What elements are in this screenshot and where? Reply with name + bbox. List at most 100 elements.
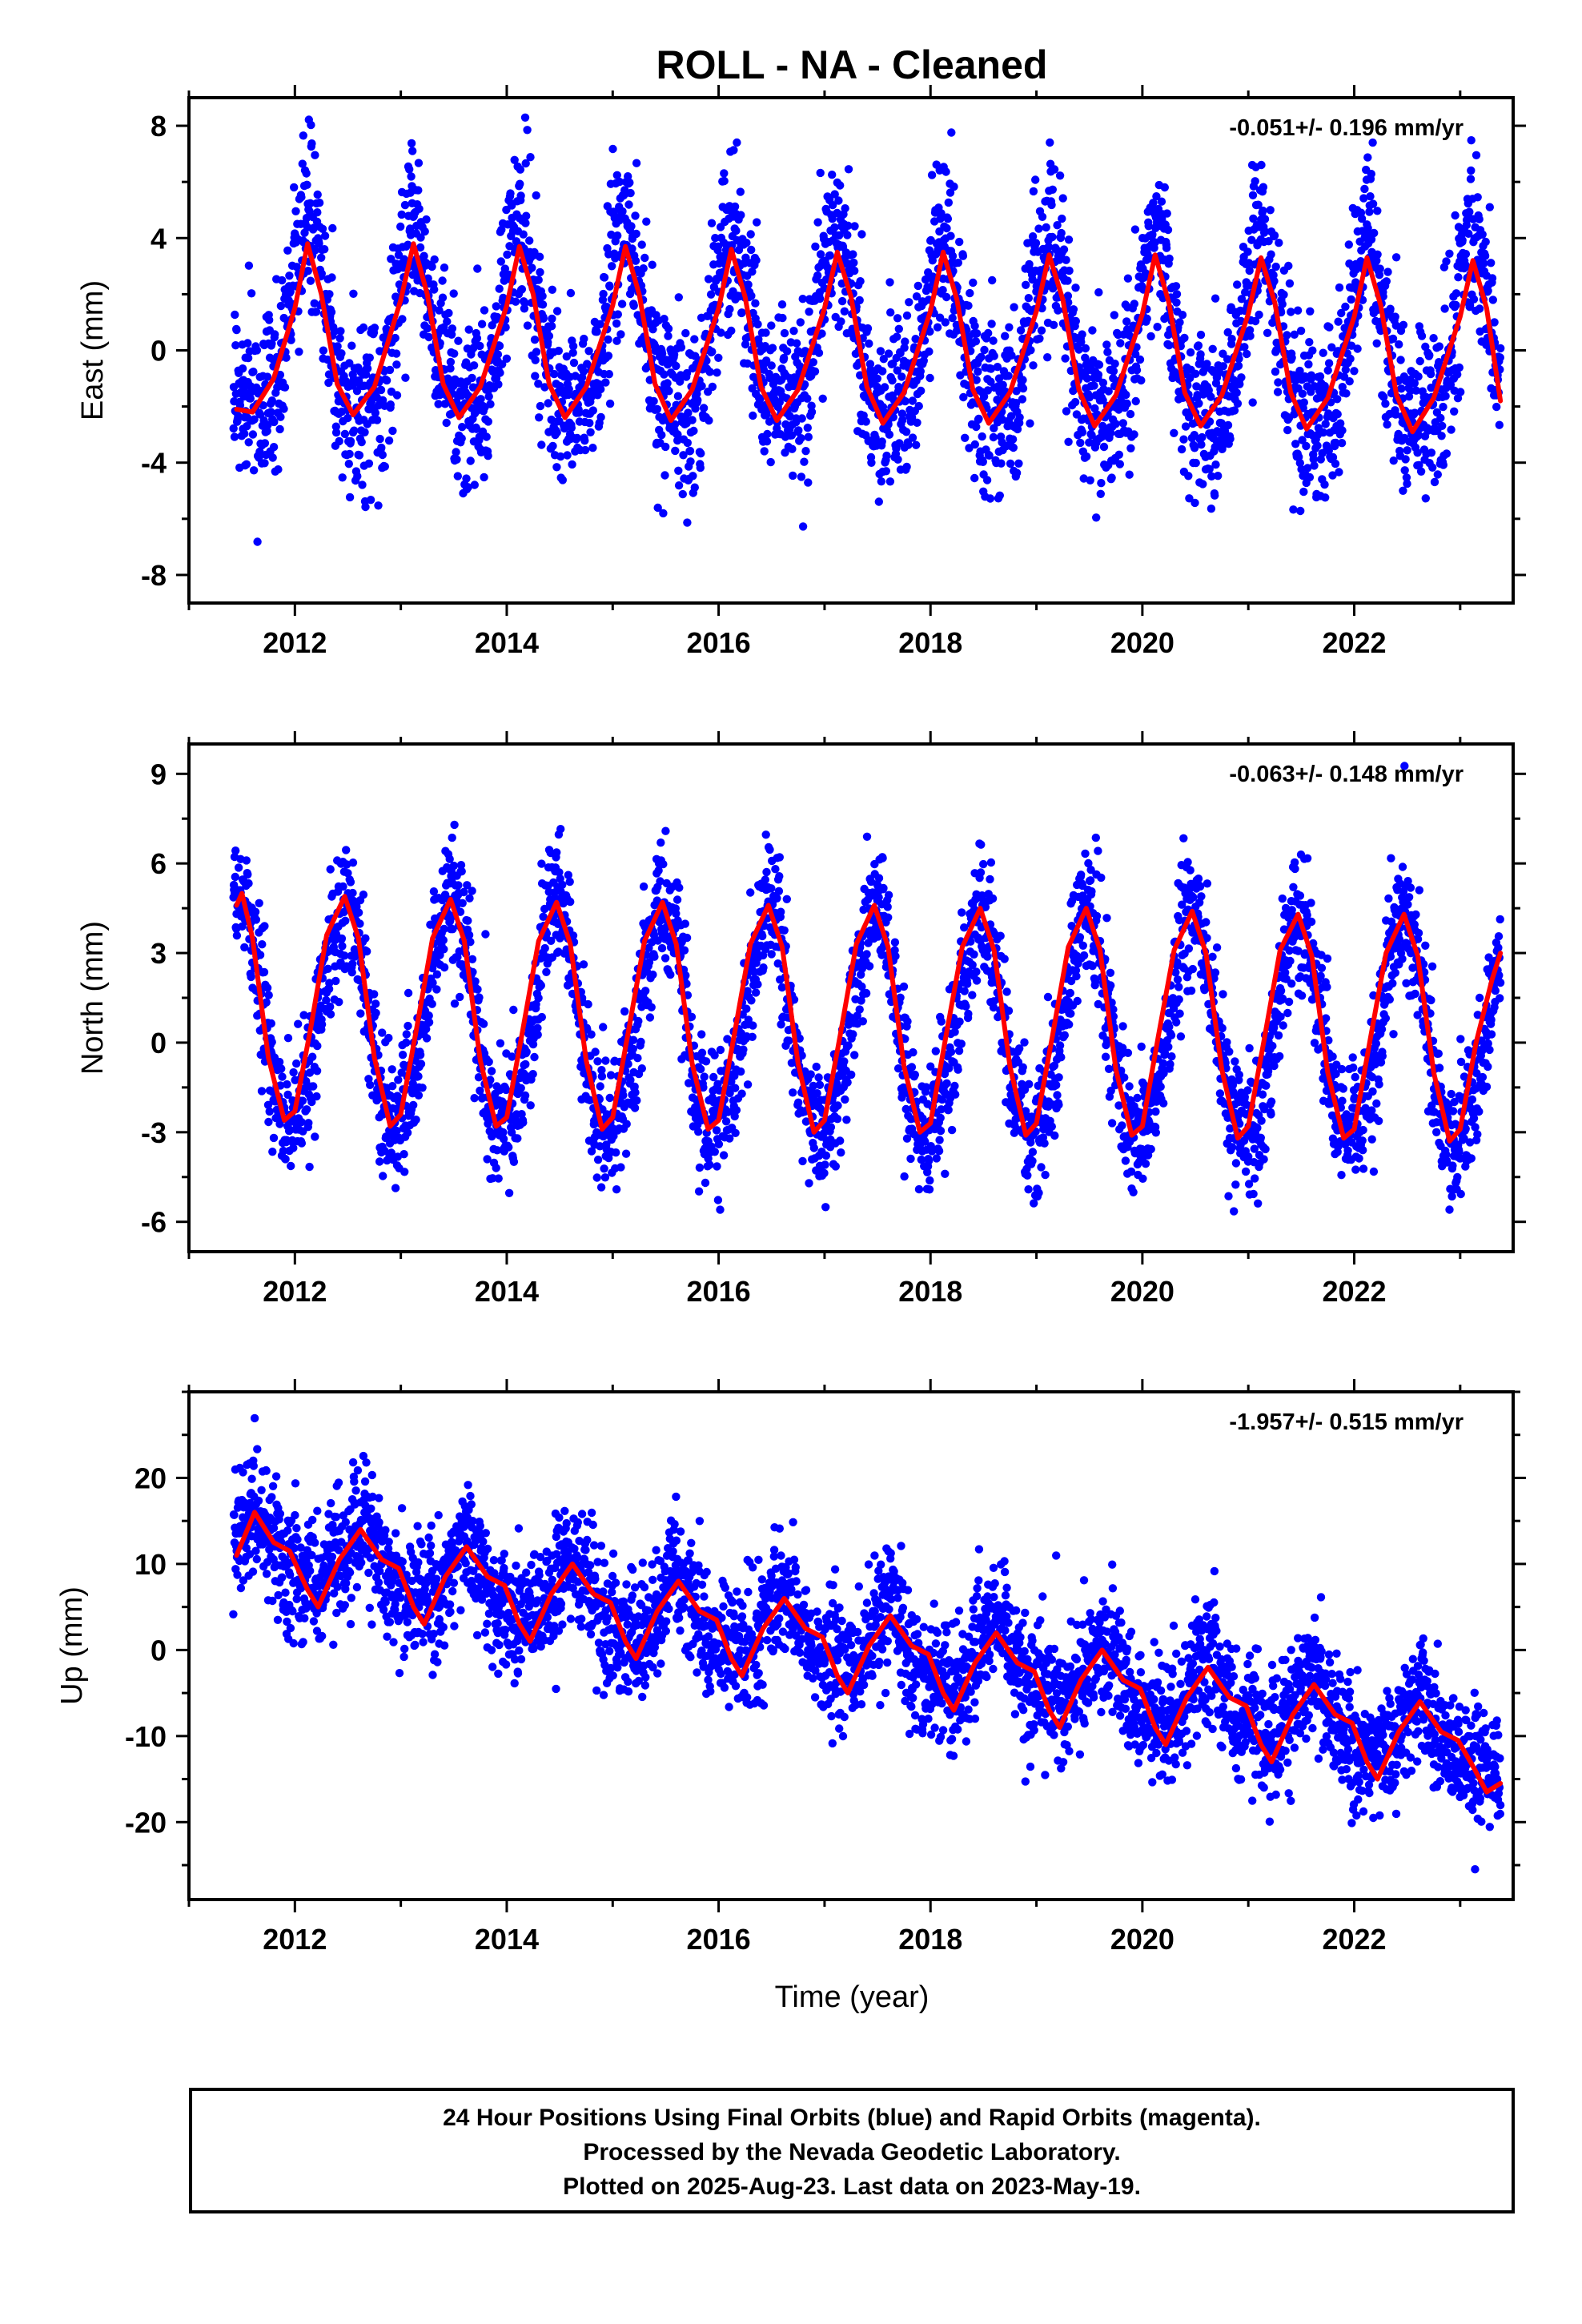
data-point [665, 387, 673, 396]
data-point [600, 1173, 610, 1182]
data-point [828, 200, 837, 210]
data-point [1152, 192, 1161, 201]
data-point [405, 165, 414, 174]
data-point [1043, 353, 1052, 362]
data-point [325, 979, 334, 987]
data-point [1379, 392, 1388, 401]
data-point [348, 888, 357, 898]
data-point [713, 368, 721, 377]
data-point [1453, 370, 1462, 379]
data-point [1247, 235, 1256, 244]
data-point [648, 260, 656, 269]
data-point [844, 221, 853, 230]
data-point [629, 301, 638, 310]
data-point [331, 428, 341, 437]
data-point [414, 159, 424, 167]
data-point [801, 447, 810, 456]
data-point [986, 364, 996, 373]
data-point [370, 990, 379, 999]
data-point [697, 449, 705, 458]
data-point [640, 253, 649, 263]
data-point [1402, 473, 1411, 482]
data-point [639, 264, 648, 273]
data-point [311, 246, 319, 255]
data-point [1050, 165, 1059, 174]
data-point [306, 199, 315, 207]
data-point [834, 196, 843, 205]
data-point [510, 155, 519, 164]
data-point [234, 863, 243, 872]
data-point [1381, 399, 1390, 408]
data-point [359, 891, 368, 899]
data-point [1079, 474, 1088, 483]
data-point [1016, 326, 1026, 335]
data-point [289, 1068, 298, 1077]
data-point [1271, 262, 1280, 271]
data-point [520, 299, 529, 308]
data-point [778, 313, 787, 323]
data-point [371, 408, 379, 417]
data-point [841, 204, 849, 213]
data-point [1211, 491, 1219, 500]
data-point [496, 257, 505, 266]
data-point [913, 281, 923, 291]
data-point [1383, 267, 1392, 276]
data-point [424, 332, 433, 342]
data-point [499, 1128, 508, 1137]
data-point [556, 825, 565, 834]
data-point [479, 1019, 488, 1028]
data-point [885, 278, 894, 287]
data-point [1309, 455, 1318, 464]
data-point [409, 1100, 418, 1110]
data-point [435, 306, 444, 315]
data-point [256, 410, 265, 419]
data-point [380, 462, 389, 471]
data-point [265, 316, 274, 324]
data-point [468, 955, 477, 964]
data-point [271, 330, 279, 339]
data-point [972, 422, 981, 432]
data-point [672, 909, 681, 919]
data-point [599, 289, 608, 299]
data-point [326, 1010, 335, 1019]
data-point [674, 481, 684, 490]
data-point [480, 306, 489, 315]
data-point [997, 459, 1006, 468]
data-point [447, 330, 456, 339]
data-point [737, 308, 746, 317]
data-point [753, 320, 762, 329]
data-point [1248, 398, 1257, 407]
fit-line-east [234, 241, 1504, 435]
data-point [1411, 386, 1421, 395]
data-point [605, 282, 614, 291]
data-point [275, 1057, 284, 1067]
data-point [1246, 332, 1255, 340]
data-point [1328, 471, 1337, 480]
data-point [456, 992, 464, 1002]
data-point [317, 269, 326, 278]
data-point [947, 128, 956, 137]
data-point [349, 289, 358, 298]
data-point [282, 353, 291, 362]
data-point [494, 1174, 503, 1183]
data-point [1171, 282, 1181, 291]
data-point [867, 458, 876, 467]
data-point [438, 276, 447, 285]
data-point [886, 308, 895, 317]
data-point [685, 446, 695, 456]
data-point [401, 373, 410, 382]
data-point [873, 374, 882, 383]
data-point [279, 1146, 288, 1156]
data-point [1009, 443, 1018, 452]
data-point [439, 935, 448, 945]
data-point [1421, 494, 1431, 503]
data-point [681, 919, 689, 928]
data-point [240, 429, 249, 438]
data-point [612, 1185, 621, 1194]
data-point [315, 199, 324, 207]
data-point [492, 1164, 500, 1172]
data-point [844, 165, 853, 174]
data-point [414, 1072, 423, 1081]
data-point [660, 370, 669, 379]
